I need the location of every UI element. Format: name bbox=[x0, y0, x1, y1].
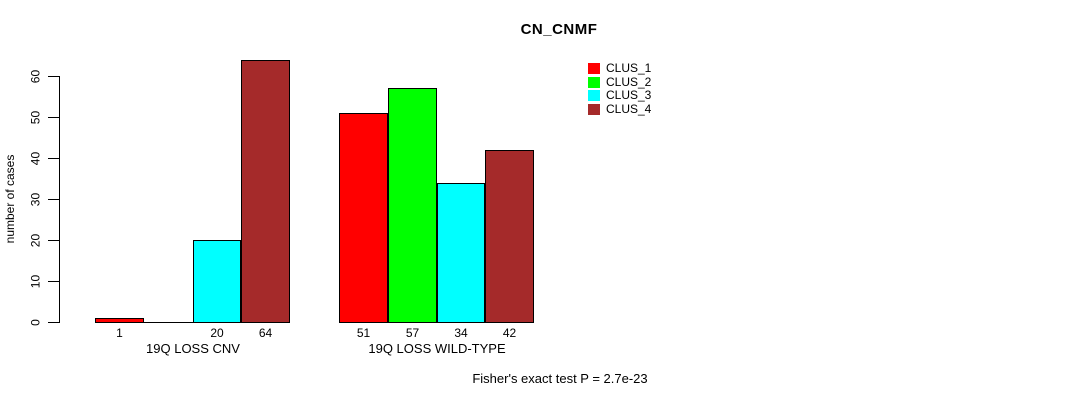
annotation-fisher-test: Fisher's exact test P = 2.7e-23 bbox=[472, 371, 648, 386]
y-tick-label: 50 bbox=[28, 110, 43, 125]
y-tick-label: 60 bbox=[28, 69, 43, 84]
legend-label: CLUS_4 bbox=[606, 101, 652, 116]
bar-clus_4-1 bbox=[241, 60, 290, 323]
legend-label: CLUS_3 bbox=[606, 88, 652, 102]
bar-clus_3-2 bbox=[437, 183, 485, 323]
y-tick-label: 30 bbox=[28, 192, 43, 207]
legend-item-clus_4: CLUS_4 bbox=[588, 101, 652, 116]
bar-value-label: 57 bbox=[405, 326, 420, 340]
y-tick bbox=[48, 158, 59, 159]
bar-value-label: 42 bbox=[502, 326, 517, 340]
bar-clus_4-2 bbox=[485, 150, 534, 323]
bar-clus_3-1 bbox=[193, 240, 241, 323]
chart-title: CN_CNMF bbox=[520, 21, 598, 38]
legend-swatch-clus_3 bbox=[588, 90, 600, 101]
bar-value-label: 51 bbox=[356, 326, 371, 340]
bar-value-label: 34 bbox=[454, 326, 468, 340]
bar-clus_1-2 bbox=[339, 113, 388, 323]
x-category-label: 19Q LOSS CNV bbox=[146, 341, 240, 356]
y-tick-label: 20 bbox=[28, 233, 43, 248]
legend-swatch-clus_4 bbox=[588, 103, 600, 115]
y-axis-label: number of cases bbox=[3, 154, 17, 244]
legend-swatch-clus_1 bbox=[588, 63, 600, 74]
y-tick bbox=[48, 76, 59, 77]
y-tick-label: 40 bbox=[28, 151, 43, 166]
y-tick bbox=[48, 199, 59, 200]
legend-item-clus_1: CLUS_1 bbox=[588, 62, 651, 75]
bar-value-label: 20 bbox=[210, 326, 224, 340]
legend-label: CLUS_2 bbox=[606, 74, 652, 89]
y-tick bbox=[48, 322, 59, 323]
y-tick bbox=[48, 117, 59, 118]
y-tick-label: 10 bbox=[28, 274, 43, 289]
y-tick bbox=[48, 240, 59, 241]
legend-label: CLUS_1 bbox=[606, 61, 652, 75]
legend: CLUS_1 CLUS_2 CLUS_3 CLUS_4 bbox=[588, 62, 651, 116]
legend-item-clus_3: CLUS_3 bbox=[588, 89, 651, 102]
legend-swatch-clus_2 bbox=[588, 76, 600, 88]
y-axis-line bbox=[59, 76, 60, 323]
bar-value-label: 64 bbox=[258, 326, 273, 340]
legend-item-clus_2: CLUS_2 bbox=[588, 74, 652, 89]
x-category-label: 19Q LOSS WILD-TYPE bbox=[368, 341, 506, 356]
bar-clus_2-2 bbox=[388, 88, 437, 323]
y-tick-label: 0 bbox=[28, 319, 43, 326]
group-baseline bbox=[95, 322, 290, 323]
bar-clus_1-1 bbox=[95, 318, 144, 323]
bar-value-label: 1 bbox=[116, 326, 123, 340]
y-tick bbox=[48, 281, 59, 282]
